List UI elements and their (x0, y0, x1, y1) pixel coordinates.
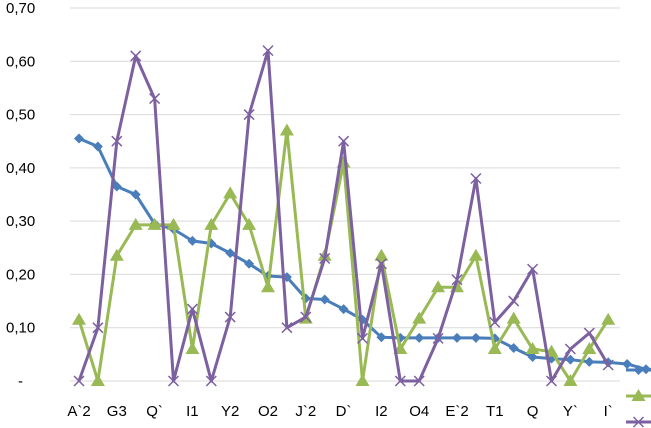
data-point (261, 280, 275, 292)
series-line (79, 51, 608, 381)
data-point (414, 333, 424, 343)
x-tick-label: A`2 (67, 403, 90, 420)
data-point (584, 328, 594, 338)
x-tick-label: I2 (375, 403, 388, 420)
x-tick-label: Y` (563, 403, 578, 420)
data-point (601, 313, 615, 325)
data-point (356, 374, 370, 386)
series-2 (72, 124, 615, 386)
y-tick-label: 0,50 (6, 107, 35, 124)
data-point (584, 357, 594, 367)
data-point (242, 218, 256, 230)
x-tick-label: I` (604, 403, 613, 420)
x-tick-label: I1 (186, 403, 199, 420)
y-tick-label: 0,30 (6, 213, 35, 230)
x-tick-label: Q (527, 403, 539, 420)
data-point (280, 124, 294, 136)
y-tick-label: - (18, 373, 23, 390)
data-point (74, 134, 84, 144)
x-tick-label: T1 (486, 403, 504, 420)
y-tick-label: 0,20 (6, 266, 35, 283)
y-tick-label: 0,70 (6, 0, 35, 17)
data-point (412, 312, 426, 324)
legend (626, 365, 651, 427)
data-point (471, 333, 481, 343)
x-tick-label: E`2 (445, 403, 468, 420)
x-tick-label: D` (336, 403, 352, 420)
x-axis-tick-labels: A`2 G3 Q` I1 Y2 O2 J`2 D` I2 O4 E`2 T1 Q Y` I` (67, 403, 612, 420)
data-point (72, 313, 86, 325)
data-point (223, 186, 237, 198)
data-point (507, 312, 521, 324)
data-point (509, 343, 519, 353)
y-axis-tick-labels: 0,70 0,60 0,50 0,40 0,30 0,20 0,10 - (6, 0, 35, 390)
data-point (91, 374, 105, 386)
legend-key-2 (626, 389, 651, 401)
y-tick-label: 0,40 (6, 160, 35, 177)
series-group (72, 46, 651, 386)
data-point (622, 359, 632, 369)
y-tick-label: 0,10 (6, 320, 35, 337)
data-point (469, 249, 483, 261)
data-point (93, 142, 103, 152)
data-point (565, 344, 575, 354)
data-point (204, 218, 218, 230)
x-tick-label: J`2 (295, 403, 316, 420)
x-tick-label: O4 (409, 403, 429, 420)
data-point (509, 296, 519, 306)
x-tick-label: G3 (107, 403, 127, 420)
x-tick-label: O2 (258, 403, 278, 420)
legend-key-3 (626, 417, 651, 427)
series-3 (74, 46, 613, 386)
x-tick-label: Y2 (221, 403, 239, 420)
x-tick-label: Q` (146, 403, 163, 420)
data-point (452, 333, 462, 343)
y-tick-label: 0,60 (6, 53, 35, 70)
data-point (320, 294, 330, 304)
data-point (185, 342, 199, 354)
